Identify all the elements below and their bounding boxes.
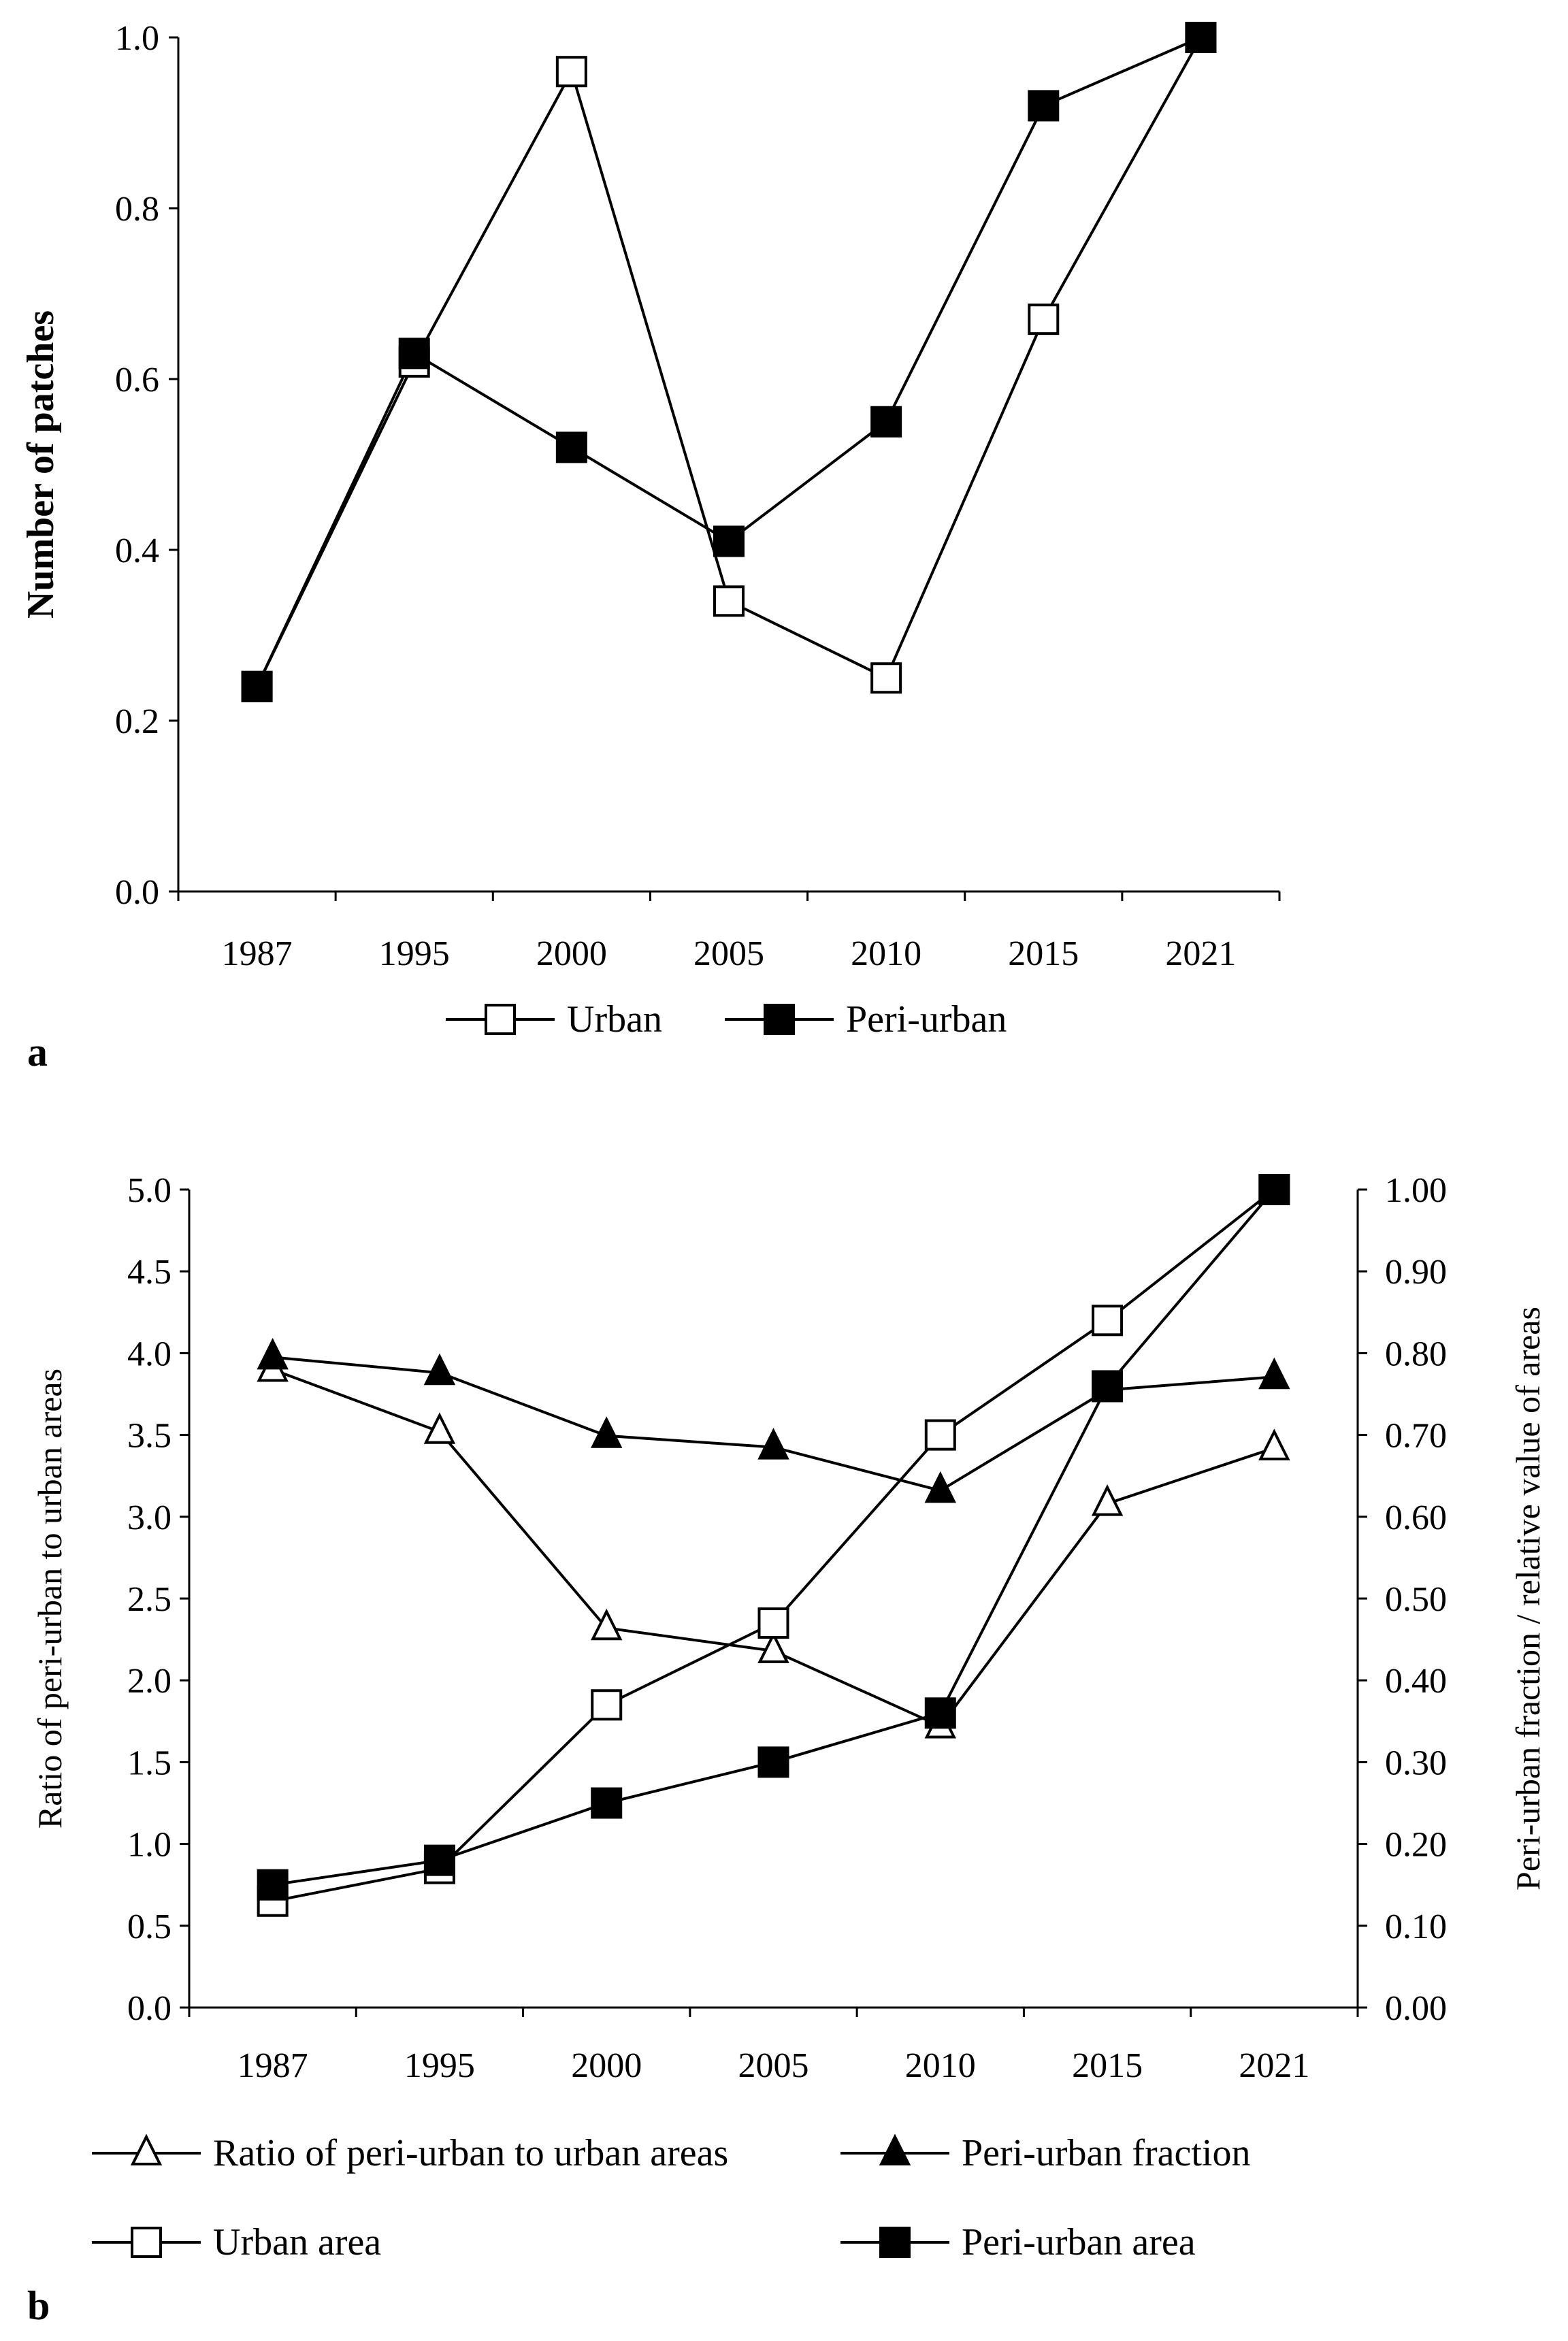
panel-b-y-tick-label-left: 2.0 [127,1662,172,1701]
panel-a-data-point [398,338,430,370]
panel-b-data-point [1258,1357,1290,1390]
panel-a-x-tick-label: 1987 [222,934,293,973]
panel-b-data-point [1258,1174,1290,1205]
panel-a-data-point [555,56,587,88]
panel-b-data-point [591,1787,623,1819]
panel-b-y-tick-label-right: 0.90 [1385,1253,1447,1292]
panel-b-data-point [590,1416,623,1448]
panel-b-y-tick-label-right: 0.50 [1385,1580,1447,1619]
panel-b-y-tick-label-left: 1.0 [127,1826,172,1865]
panel-a-y-tick-label: 0.2 [115,702,159,741]
panel-b-legend-marker [879,2227,911,2258]
panel-b-data-point [257,1337,289,1370]
panel-b-y-tick-label-left: 1.5 [127,1744,172,1782]
panel-b-data-point [757,1631,789,1663]
panel-b-legend-label: Peri-urban fraction [962,2132,1250,2174]
panel-b-legend-marker [130,2133,163,2165]
panel-a-x-tick-label: 2005 [693,934,764,973]
panel-a-data-point [1185,22,1217,53]
panel-a-x-tick-label: 2015 [1008,934,1079,973]
panel-a-data-point [870,662,902,694]
panel-b-y-tick-label-right: 0.60 [1385,1499,1447,1537]
panel-b-y-tick-label-left: 4.5 [127,1253,172,1292]
panel-b-legend-label: Ratio of peri-urban to urban areas [213,2132,728,2174]
panel-b-y-tick-label-left: 3.5 [127,1417,172,1456]
panel-b-data-point [257,1869,289,1901]
panel-b-y-tick-label-left: 5.0 [127,1171,172,1210]
panel-a-x-tick-label: 2000 [536,934,607,973]
panel-b-y-tick-label-right: 0.70 [1385,1417,1447,1456]
panel-a-legend-marker [764,1004,795,1035]
panel-b-data-point [757,1607,789,1639]
panel-a-label: a [27,1030,48,1075]
panel-b-y-tick-label-right: 0.10 [1385,1908,1447,1946]
panel-b-x-tick-label: 2000 [571,2046,642,2085]
panel-b-y-axis-title-right: Peri-urban fraction / relative value of … [1509,1307,1547,1890]
panel-b-y-tick-label-right: 0.00 [1385,1989,1447,2028]
panel-a-x-tick-label: 2010 [851,934,921,973]
panel-b-y-tick-label-left: 0.5 [127,1908,172,1946]
panel-b-data-point [1092,1305,1124,1337]
panel-b-legend-label: Peri-urban area [962,2221,1196,2263]
panel-b-y-tick-label-left: 0.0 [127,1989,172,2028]
panel-b-data-point [1091,1484,1124,1516]
panel-b-data-point [924,1697,956,1729]
panel-a-y-tick-label: 0.4 [115,531,159,570]
panel-b-data-point [1092,1370,1124,1402]
panel-a-y-axis-title: Number of patches [20,310,62,619]
panel-a-legend-label: Urban [567,998,662,1041]
panel-b-data-point [591,1689,623,1721]
panel-a-legend-marker [485,1004,516,1035]
panel-a-y-tick-label: 0.0 [115,873,159,912]
panel-b-legend-label: Urban area [213,2221,381,2263]
panel-b-data-point [757,1428,789,1460]
panel-b-x-tick-label: 2021 [1239,2046,1309,2085]
panel-b-x-tick-label: 1995 [404,2046,475,2085]
panel-b-data-point [757,1746,789,1778]
panel-a-y-tick-label: 0.6 [115,361,159,399]
panel-b-x-tick-label: 2010 [905,2046,976,2085]
panel-b-data-point [924,1471,957,1503]
panel-b: 0.0 0.5 1.0 1.5 2.0 2.5 3.0 3.5 4.0 4.5 5.0 0.00 0.1… [31,1171,1547,2263]
panel-b-x-tick-label: 2005 [738,2046,809,2085]
panel-b-y-tick-label-right: 0.40 [1385,1662,1447,1701]
panel-a-data-point [870,406,902,438]
panel-b-y-tick-label-right: 0.20 [1385,1826,1447,1865]
panel-b-data-point [423,1353,456,1386]
panel-a-y-tick-label: 0.8 [115,190,159,229]
panel-b-data-point [1258,1428,1290,1460]
panel-a-data-point [555,431,587,463]
panel-b-data-point [590,1608,623,1641]
panel-a: 0.0 0.2 0.4 0.6 0.8 1.0 1987 1995 2000 2005 2010 20… [20,19,1281,1041]
panel-b-y-tick-label-left: 3.0 [127,1499,172,1537]
panel-b-y-axis-title-left: Ratio of peri-urban to urban areas [31,1369,69,1829]
panel-b-y-tick-label-right: 1.00 [1385,1171,1447,1210]
panel-a-data-point [713,585,745,617]
panel-a-x-tick-label: 1995 [379,934,450,973]
panel-a-data-point [1028,90,1060,122]
panel-a-data-point [1028,304,1060,335]
panel-b-data-point [423,1844,455,1876]
panel-b-y-tick-label-left: 2.5 [127,1580,172,1619]
panel-b-x-tick-label: 1987 [238,2046,308,2085]
panel-b-y-tick-label-right: 0.30 [1385,1744,1447,1782]
panel-b-data-point [423,1412,456,1444]
panel-b-x-tick-label: 2015 [1072,2046,1143,2085]
panel-a-data-point [713,525,745,557]
panel-b-data-point [924,1419,956,1451]
panel-b-legend-marker [131,2227,162,2258]
panel-b-y-tick-label-right: 0.80 [1385,1335,1447,1373]
panel-a-x-tick-label: 2021 [1165,934,1236,973]
panel-b-label: b [27,2283,50,2328]
panel-a-y-tick-label: 1.0 [115,19,159,58]
panel-b-y-tick-label-left: 4.0 [127,1335,172,1373]
panel-b-legend-marker [879,2133,911,2165]
panel-a-data-point [241,670,273,702]
panel-a-legend-label: Peri-urban [846,998,1007,1041]
